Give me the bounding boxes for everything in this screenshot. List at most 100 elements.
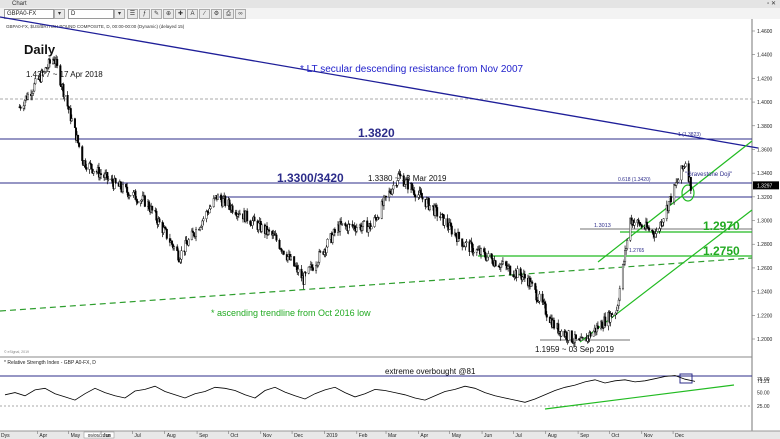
candle-body [319,251,322,253]
candle-body [185,240,188,244]
candle-body [516,268,519,278]
candle-body [592,330,595,337]
candle-body [673,184,676,203]
candle-body [341,223,344,225]
candle-body [403,184,406,187]
candle-body [228,199,231,207]
candle-body [501,261,504,265]
window-controls[interactable]: ▫ ✕ [767,1,776,7]
candle-body [454,232,457,237]
candle-body [689,176,692,191]
candle-body [461,238,464,247]
candle-body [162,227,165,234]
candle-body [687,163,690,182]
candle-body [171,240,174,245]
candle-body [260,224,263,232]
window-title: Chart [12,1,27,7]
study-icon[interactable]: ƒ [139,9,150,19]
candle-body [367,226,370,233]
candle-body [187,239,190,246]
candle-body [317,262,320,266]
candle-body [475,249,478,253]
candle-body [26,93,29,100]
candle-body [417,194,420,198]
symbol-dropdown-icon[interactable]: ▾ [54,9,65,19]
level-1275-label: 1.2750 [703,244,740,258]
candle-body [435,205,438,208]
candle-body [114,178,117,184]
candle-body [411,183,414,190]
candle-body [519,268,522,277]
level-1297-label: 1.2970 [703,219,740,233]
candle-body [339,221,342,232]
lt-resistance-line [0,16,759,149]
high-2019-label: 1.3380 ~ 13 Mar 2019 [368,174,447,183]
cursor-icon[interactable]: ✚ [175,9,186,19]
candle-body [184,240,187,252]
candle-body [521,276,524,281]
candle-body [652,230,655,235]
fib-0618-label: 0.618 (1.3420) [618,177,651,183]
zone-label: 1.3300/3420 [277,171,344,185]
x-tick-label: 2019 [326,433,337,439]
candle-body [480,248,483,255]
price-candles [18,54,692,348]
candle-body [677,179,680,183]
link-icon[interactable]: ∞ [235,9,246,19]
candle-body [684,163,687,167]
candle-body [282,250,285,255]
settings-icon[interactable]: ⚙ [211,9,222,19]
candle-body [251,220,254,226]
candle-body [361,226,364,231]
candle-body [33,83,36,92]
candle-body [220,194,223,200]
candle-body [458,232,461,239]
candle-body [202,218,205,222]
candle-body [155,210,158,221]
candle-body [132,192,135,196]
candle-body [618,288,621,301]
print-icon[interactable]: ⎙ [223,9,234,19]
candle-body [615,310,618,314]
candle-body [484,251,487,258]
candle-body [626,240,629,249]
dys-label: Dys [1,433,10,439]
rsi-title: * Relative Strength Index - GBP A0-FX, D [4,360,96,366]
zoom-icon[interactable]: ⊕ [163,9,174,19]
candle-body [582,337,585,339]
candle-body [224,196,227,206]
candle-body [63,95,66,97]
candle-body [231,205,234,213]
candle-body [616,305,619,311]
asc-trend-note: * ascending trendline from Oct 2016 low [211,308,371,318]
draw-tools-icon[interactable]: ✎ [151,9,162,19]
candle-body [84,160,87,168]
candle-body [565,332,568,340]
rsi-line [4,375,696,403]
candle-body [234,212,237,215]
candle-body [353,225,356,230]
candle-body [139,200,142,204]
candle-body [669,196,672,203]
x-tick-label: Aug [548,433,557,439]
text-tool-icon[interactable]: A [187,9,198,19]
x-tick-label: Sep [199,433,208,439]
candle-body [377,217,380,219]
interval-input[interactable]: D [68,9,114,19]
candle-body [209,206,212,210]
candle-body [362,221,365,228]
candle-body [100,173,103,175]
rsi-tick-label: 25.00 [757,404,770,410]
cursor-date-label: 09/05/2018 [88,433,111,438]
candle-body [48,59,51,64]
candle-body [212,198,215,207]
resistance-note: * LT secular descending resistance from … [300,64,524,75]
candle-body [88,162,91,170]
line-tool-icon[interactable]: ∕ [199,9,210,19]
symbol-input[interactable]: GBPA0-FX [4,9,54,19]
interval-dropdown-icon[interactable]: ▾ [114,9,125,19]
candle-body [286,256,289,261]
y-tick-label: 1.4400 [757,53,773,59]
bar-type-icon[interactable]: ☰ [127,9,138,19]
candle-body [538,293,541,302]
